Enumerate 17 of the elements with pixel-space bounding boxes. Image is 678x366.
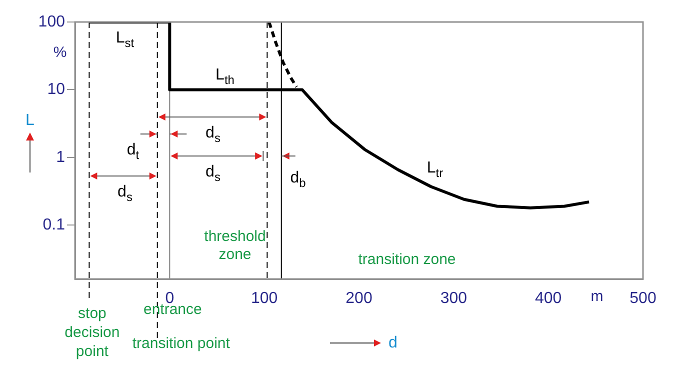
x-tick-label: 500 (630, 290, 656, 308)
annotation: threshold zone (204, 228, 266, 264)
x-tick-label: 200 (346, 290, 372, 308)
x-tick-label: 300 (440, 290, 468, 308)
annotation: transition zone (358, 251, 456, 268)
x-axis-title: d (388, 334, 398, 352)
y-tick-label: 0.1 (42, 216, 66, 234)
y-tick-label: 1 (56, 148, 66, 166)
x-tick-label: 400 (534, 290, 562, 308)
y-axis-title: L (26, 112, 35, 129)
y-tick-label: 10 (47, 81, 66, 98)
ref-line-label: stop decision point (64, 305, 120, 360)
text: m (590, 288, 604, 306)
y-tick-label: 100 (38, 13, 66, 30)
ref-line-label: transition point (132, 335, 231, 352)
text: % (53, 44, 67, 62)
x-tick-label: 100 (250, 290, 278, 308)
